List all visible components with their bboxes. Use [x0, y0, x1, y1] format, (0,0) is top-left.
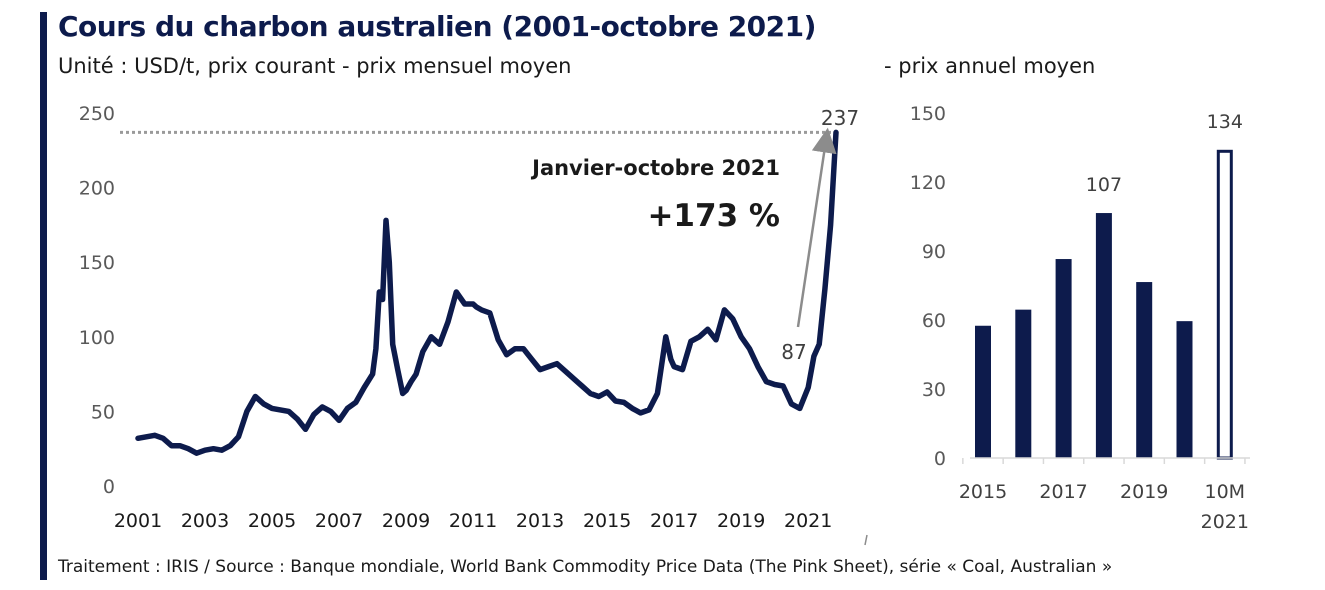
x-tick-label: 2013: [516, 510, 564, 532]
monthly-price-line-chart: 0 50 100 150 200 250 2001 2003 2005 2007 2009 2011 2…: [79, 103, 868, 546]
y-tick-label: 150: [79, 252, 115, 274]
annual-price-bar-chart: 0 30 60 90 120 150 107 134 2015 2017 2019 10M 2021: [910, 103, 1250, 533]
bar-data-label: 134: [1207, 111, 1243, 133]
y-tick-label: 200: [79, 178, 115, 200]
bar: [1176, 321, 1193, 458]
x-tick-label: 2007: [315, 510, 363, 532]
bar-chart-subtitle: - prix annuel moyen: [884, 54, 1096, 78]
y-tick-label: 150: [910, 103, 946, 125]
change-annotation: +173 %: [647, 198, 780, 234]
bar-data-label: 107: [1086, 174, 1122, 196]
x-tick-label: 2003: [181, 510, 229, 532]
y-tick-label: 120: [910, 172, 946, 194]
chart-subtitle: Unité : USD/t, prix courant - prix mensu…: [58, 54, 572, 78]
start-data-label: 87: [781, 340, 806, 364]
bar: [975, 325, 991, 458]
x-tick-label: 2005: [248, 510, 296, 532]
left-accent-bar: [40, 12, 47, 580]
x-tick-label: 2019: [1120, 481, 1168, 503]
source-note: Traitement : IRIS / Source : Banque mond…: [58, 557, 1113, 577]
y-tick-label: 100: [79, 327, 115, 349]
axis-tick-mark: [864, 534, 868, 546]
y-tick-label: 50: [91, 401, 115, 423]
price-line: [135, 129, 839, 456]
increase-arrow: [796, 127, 837, 328]
x-tick-label: 2009: [382, 510, 430, 532]
bar: [1095, 213, 1112, 458]
bar: [1055, 259, 1072, 458]
y-tick-label: 30: [922, 379, 946, 401]
y-tick-label: 60: [922, 310, 946, 332]
peak-data-label: 237: [821, 106, 859, 130]
x-tick-label: 2001: [114, 510, 162, 532]
x-tick-label: 10M: [1205, 481, 1246, 503]
x-tick-label: 2017: [650, 510, 698, 532]
y-tick-label: 90: [922, 241, 946, 263]
x-tick-label: 2019: [717, 510, 765, 532]
x-tick-label: 2011: [449, 510, 497, 532]
bar: [1136, 282, 1153, 458]
x-tick-label: 2021: [784, 510, 832, 532]
x-tick-label: 2021: [1201, 511, 1249, 533]
y-tick-label: 250: [79, 103, 115, 125]
y-tick-label: 0: [934, 448, 946, 470]
period-annotation: Janvier-octobre 2021: [530, 156, 780, 180]
x-tick-label: 2017: [1039, 481, 1087, 503]
y-tick-label: 0: [103, 476, 115, 498]
chart-title: Cours du charbon australien (2001-octobr…: [58, 10, 816, 43]
x-tick-label: 2015: [959, 481, 1007, 503]
bar: [1015, 309, 1032, 458]
x-tick-label: 2015: [583, 510, 631, 532]
bar: [1216, 149, 1233, 460]
